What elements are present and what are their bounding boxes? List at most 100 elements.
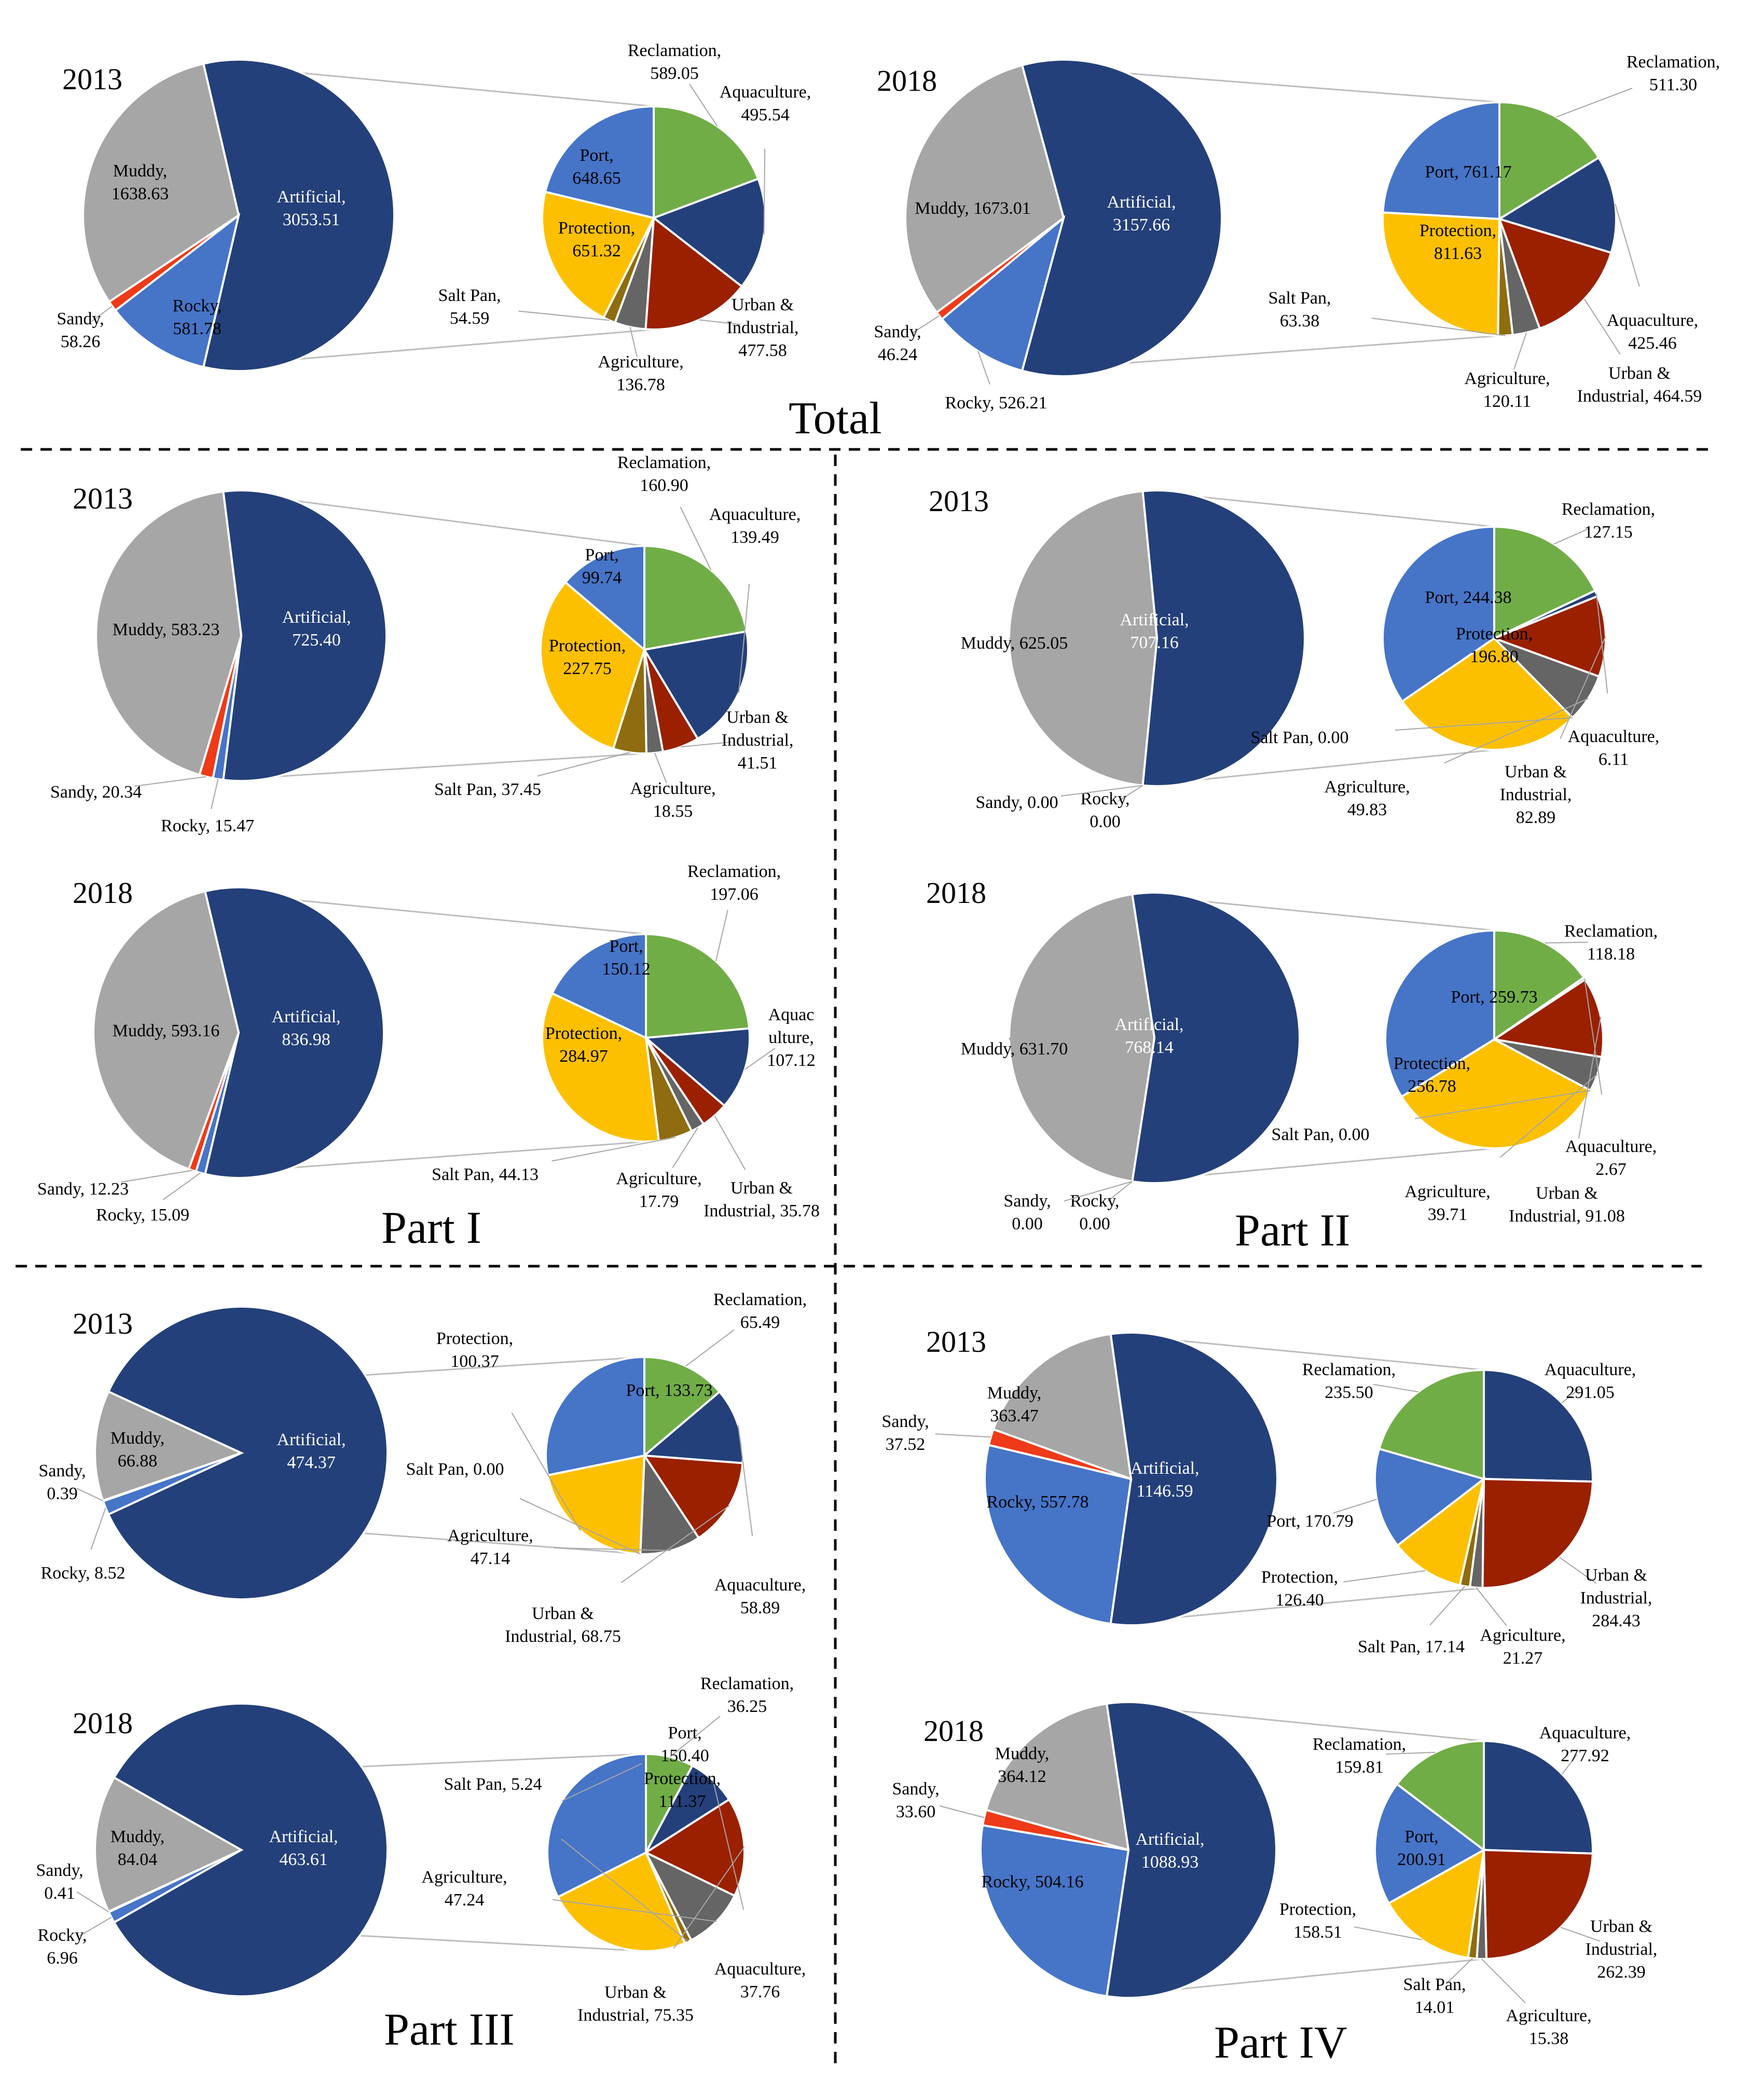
main-slice-rocky [980, 1824, 1130, 1998]
sub-label-urban-industrial: Urban & Industrial, 68.75 [505, 1604, 621, 1646]
leader-line [76, 1891, 109, 1913]
main-label-artificial: Artificial, 3053.51 [277, 187, 346, 229]
sub-label-reclamation: Reclamation, 65.49 [713, 1290, 807, 1332]
main-slice-artificial [113, 1703, 389, 1997]
sub-label-salt-pan: Salt Pan, 0.00 [406, 1460, 504, 1479]
sub-label-salt-pan-line: Salt Pan, 37.45 [434, 780, 541, 799]
main-slice-muddy [985, 1702, 1130, 1852]
sub-label-port: Port, 170.79 [1266, 1512, 1353, 1531]
sub-slice-reclamation [1377, 1368, 1485, 1480]
main-label-rocky: Rocky, 526.21 [945, 393, 1047, 413]
main-label-rocky-line: Rocky, 557.78 [986, 1492, 1088, 1512]
main-label-sandy-line: Sandy, [1003, 1191, 1051, 1211]
leader-line [681, 742, 731, 748]
sub-label-reclamation: Reclamation, 118.18 [1564, 922, 1658, 964]
sub-slice-urban-industrial [1482, 1848, 1594, 1960]
sub-label-reclamation-line: 235.50 [1325, 1383, 1373, 1402]
sub-label-salt-pan-line: Salt Pan, [1403, 1975, 1466, 1994]
sub-label-urban-industrial-line: Industrial, [1580, 1588, 1652, 1608]
main-label-artificial: Artificial, 1146.59 [1130, 1459, 1199, 1501]
sub-label-agriculture: Agriculture, 39.71 [1404, 1182, 1490, 1224]
panel-title-part3: Part III [384, 2005, 515, 2055]
main-label-artificial: Artificial, 474.37 [277, 1430, 346, 1472]
main-label-artificial-line: 463.61 [279, 1850, 328, 1869]
leader-line [1333, 1499, 1377, 1514]
leader-line [211, 779, 219, 810]
leader-line [1553, 528, 1590, 545]
main-label-rocky: Rocky, 8.52 [40, 1564, 125, 1583]
sub-label-port: Port, 244.38 [1425, 588, 1511, 607]
leader-line [121, 1170, 192, 1183]
year-label: 2013 [929, 484, 989, 518]
sub-label-protection-line: Protection, [644, 1769, 721, 1788]
sub-slice-protection [546, 1454, 646, 1555]
main-label-artificial-line: 1088.93 [1141, 1853, 1199, 1872]
main-label-artificial-line: Artificial, [1135, 1830, 1204, 1849]
sub-label-urban-industrial-line: Urban & [726, 708, 789, 727]
sub-slice-protection [540, 581, 646, 750]
leader-line [685, 1329, 735, 1367]
sub-label-urban-industrial-line: 41.51 [738, 753, 778, 773]
leader-line [689, 84, 718, 127]
sub-label-agriculture: Agriculture, 49.83 [1324, 777, 1410, 819]
sub-label-agriculture: Agriculture, 17.79 [616, 1169, 701, 1211]
leader-line [1060, 785, 1143, 797]
leader-line [552, 1899, 717, 1922]
sub-label-salt-pan-line: Salt Pan, 0.00 [406, 1460, 504, 1479]
sub-label-urban-industrial-line: Urban & [1590, 1917, 1652, 1936]
sub-label-protection: Protection, 811.63 [1420, 221, 1496, 263]
main-label-artificial-line: 3053.51 [283, 210, 340, 229]
sub-slice-port [1382, 525, 1495, 703]
main-slice-artificial [1105, 1701, 1278, 1999]
main-label-muddy-line: 84.04 [118, 1850, 158, 1869]
sub-label-aquaculture: Aquaculture, 425.46 [1607, 311, 1699, 353]
sub-label-protection-line: Protection, [1279, 1900, 1356, 1919]
leader-line [134, 776, 206, 787]
leader-line [744, 1048, 776, 1070]
leader-line [1444, 698, 1589, 764]
sub-label-reclamation-line: Reclamation, [687, 862, 781, 881]
main-label-rocky-line: Rocky, 8.52 [40, 1564, 125, 1583]
main-label-sandy-line: Sandy, 12.23 [37, 1180, 129, 1199]
sub-slice-protection [556, 1851, 686, 1952]
leader-line [552, 1136, 676, 1162]
sub-label-port-line: 99.74 [582, 568, 622, 587]
sub-label-aquaculture-line: 58.89 [740, 1598, 780, 1617]
main-label-artificial-line: Artificial, [1107, 193, 1176, 212]
sub-label-protection-line: 284.97 [559, 1047, 608, 1066]
sub-slice-urban-industrial [1491, 978, 1604, 1059]
sub-label-aquaculture: Aquaculture, 277.92 [1539, 1723, 1631, 1765]
sub-label-urban-industrial-line: Urban & [1536, 1184, 1598, 1203]
chart-part-iv-2013: 2013 Artificial, 1146.59 Rocky, 557.78 Sandy… [881, 1325, 1652, 1668]
sub-label-protection-line: 111.37 [659, 1792, 706, 1811]
leader-line [1561, 1388, 1581, 1404]
sub-label-port-line: Port, [1404, 1827, 1438, 1846]
main-label-rocky: Rocky, 0.00 [1070, 1191, 1119, 1233]
main-label-rocky-line: Rocky, 504.16 [981, 1872, 1083, 1891]
sub-label-protection: Protection, 100.37 [436, 1329, 513, 1371]
sub-label-aquaculture-line: Aquaculture, [1607, 311, 1699, 330]
main-label-muddy: Muddy, 625.05 [961, 634, 1068, 653]
year-label: 2013 [926, 1325, 986, 1359]
main-label-muddy-line: Muddy, [111, 1429, 165, 1448]
leader-line [1373, 1383, 1418, 1393]
main-label-rocky-line: 6.96 [47, 1949, 78, 1968]
sub-label-agriculture-line: 18.55 [653, 802, 693, 821]
main-slice-artificial [203, 886, 385, 1179]
sub-label-reclamation: Reclamation, 127.15 [1562, 500, 1655, 542]
sub-label-salt-pan-line: Salt Pan, 0.00 [1251, 728, 1349, 747]
sub-label-agriculture-line: 15.38 [1529, 2029, 1569, 2048]
main-slice-artificial [107, 1306, 389, 1600]
main-label-sandy: Sandy, 0.41 [36, 1861, 83, 1903]
main-label-artificial: Artificial, 725.40 [282, 608, 351, 650]
sub-label-urban-industrial: Urban & Industrial, 284.43 [1580, 1566, 1652, 1630]
main-slice-artificial [1109, 1332, 1278, 1626]
main-label-sandy-line: Sandy, 20.34 [50, 783, 142, 802]
sub-slice-protection [1396, 1476, 1486, 1587]
sub-label-agriculture: Agriculture, 120.11 [1464, 369, 1550, 411]
sub-label-reclamation-line: Reclamation, [1302, 1360, 1396, 1379]
sub-label-protection-line: Protection, [1394, 1054, 1470, 1073]
main-label-sandy-line: 33.60 [896, 1802, 936, 1821]
main-label-sandy-line: 0.00 [1012, 1214, 1043, 1233]
